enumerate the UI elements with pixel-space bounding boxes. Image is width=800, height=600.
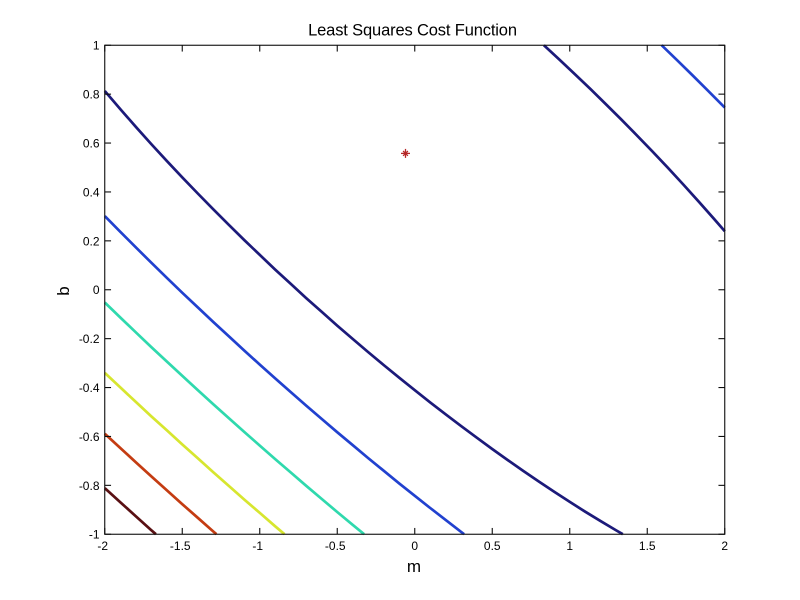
svg-text:-1: -1 (252, 539, 263, 553)
svg-text:-0.2: -0.2 (79, 332, 100, 346)
svg-text:-1.5: -1.5 (170, 539, 191, 553)
svg-text:0.8: 0.8 (83, 88, 100, 102)
svg-text:-0.5: -0.5 (325, 539, 346, 553)
svg-text:-0.8: -0.8 (79, 479, 100, 493)
svg-text:1: 1 (93, 39, 100, 53)
svg-text:2: 2 (721, 539, 728, 553)
svg-text:0.6: 0.6 (83, 136, 100, 150)
svg-text:Least Squares Cost Function: Least Squares Cost Function (308, 22, 517, 40)
svg-text:0.2: 0.2 (83, 234, 100, 248)
svg-text:0.5: 0.5 (484, 539, 501, 553)
svg-text:1: 1 (566, 539, 573, 553)
svg-text:b: b (54, 286, 73, 295)
svg-text:0: 0 (411, 539, 418, 553)
svg-text:-1: -1 (89, 528, 100, 542)
svg-text:0: 0 (93, 283, 100, 297)
svg-text:-0.6: -0.6 (79, 430, 100, 444)
svg-text:0.4: 0.4 (83, 185, 100, 199)
svg-text:-0.4: -0.4 (79, 381, 100, 395)
svg-text:m: m (407, 557, 421, 576)
svg-text:-2: -2 (97, 539, 108, 553)
svg-text:1.5: 1.5 (639, 539, 656, 553)
